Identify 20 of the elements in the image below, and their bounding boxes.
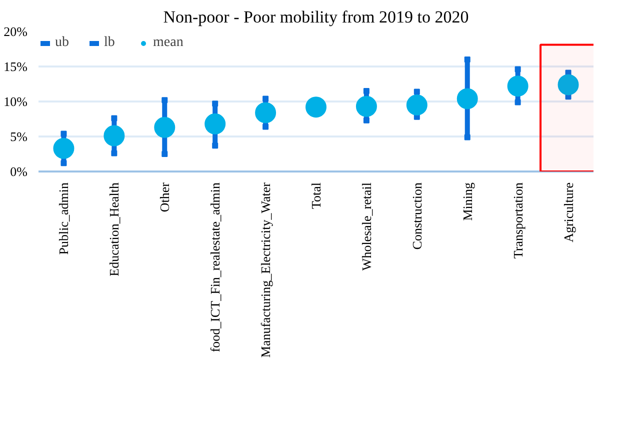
y-tick-label: 5% xyxy=(10,129,28,144)
legend-label: mean xyxy=(153,35,184,51)
chart-title: Non-poor - Poor mobility from 2019 to 2020 xyxy=(163,8,469,26)
y-tick-label: 20% xyxy=(4,24,28,39)
legend-label: ub xyxy=(55,35,70,51)
x-tick-label: Construction xyxy=(409,182,424,250)
x-tick-label: Transportation xyxy=(510,182,526,259)
x-tick-label: Other xyxy=(157,182,172,212)
x-tick-label: Mining xyxy=(460,182,475,221)
x-tick-label: Public_admin xyxy=(56,182,72,255)
legend-label: lb xyxy=(104,35,116,51)
y-tick-label: 0% xyxy=(10,164,28,179)
x-tick-label: Education_Health xyxy=(106,182,122,276)
y-tick-label: 10% xyxy=(4,94,28,109)
x-tick-label: food_ICT_Fin_realestate_admin xyxy=(208,182,223,352)
x-tick-label: Manufacturing_Electricity_Water xyxy=(258,182,274,358)
y-tick-label: 15% xyxy=(4,59,28,74)
x-tick-label: Wholesale_retail xyxy=(358,182,374,271)
x-tick-label: Agriculture xyxy=(560,182,576,242)
x-tick-label: Total xyxy=(308,182,324,210)
